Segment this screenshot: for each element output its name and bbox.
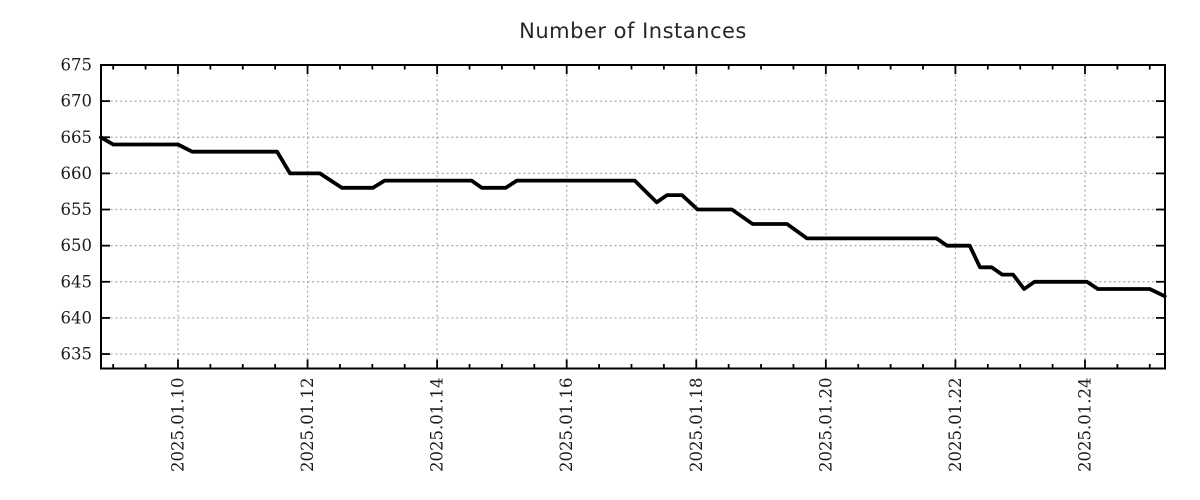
x-tick-label: 2025.01.14 (428, 378, 447, 472)
y-tick-label: 655 (61, 200, 93, 219)
y-tick-label: 645 (61, 272, 93, 291)
x-tick-label: 2025.01.24 (1075, 378, 1094, 472)
series-line (99, 135, 1167, 299)
x-tick-label: 2025.01.20 (816, 378, 835, 472)
y-tick-label: 650 (61, 236, 93, 255)
x-tick-label: 2025.01.12 (298, 378, 317, 472)
y-tick-label: 670 (61, 92, 93, 111)
y-tick-label: 640 (61, 308, 93, 327)
y-tick-label: 635 (61, 345, 93, 364)
x-tick-label: 2025.01.22 (946, 378, 965, 472)
x-tick-label: 2025.01.18 (687, 378, 706, 472)
chart-title: Number of Instances (519, 19, 747, 43)
y-tick-label: 675 (61, 56, 93, 75)
x-tick-label: 2025.01.10 (168, 378, 187, 472)
y-tick-label: 665 (61, 128, 93, 147)
y-tick-label: 660 (61, 164, 93, 183)
plot-frame (100, 64, 1166, 370)
x-tick-label: 2025.01.16 (557, 378, 576, 472)
